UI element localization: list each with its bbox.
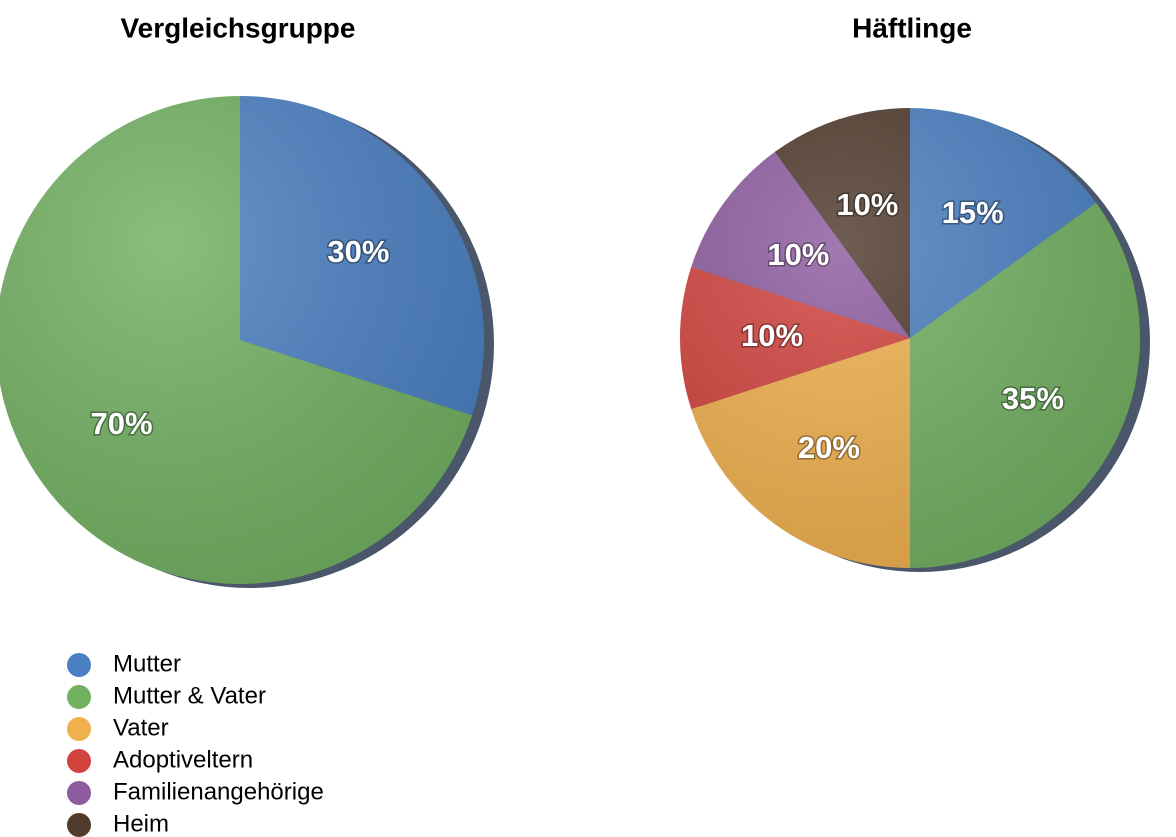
- value-label: 15%: [942, 195, 1004, 230]
- chart-title: Vergleichsgruppe: [121, 12, 356, 43]
- value-label: 10%: [767, 237, 829, 272]
- legend-label: Heim: [113, 810, 169, 837]
- value-label: 35%: [1002, 381, 1064, 416]
- chart-title: Häftlinge: [852, 12, 972, 43]
- value-label: 10%: [741, 318, 803, 353]
- value-label: 30%: [327, 234, 389, 269]
- legend-label: Vater: [113, 714, 169, 741]
- legend-swatch: [67, 813, 91, 837]
- legend-swatch: [67, 685, 91, 709]
- legend-swatch: [67, 781, 91, 805]
- legend-swatch: [67, 749, 91, 773]
- pie-shading: [680, 108, 1140, 568]
- pie-shading: [0, 96, 484, 584]
- legend-swatch: [67, 717, 91, 741]
- legend-label: Adoptiveltern: [113, 746, 253, 773]
- value-label: 70%: [91, 406, 153, 441]
- legend-label: Familienangehörige: [113, 778, 324, 805]
- value-label: 10%: [836, 187, 898, 222]
- legend-label: Mutter: [113, 650, 181, 677]
- legend-label: Mutter & Vater: [113, 682, 266, 709]
- value-label: 20%: [798, 430, 860, 465]
- legend-swatch: [67, 653, 91, 677]
